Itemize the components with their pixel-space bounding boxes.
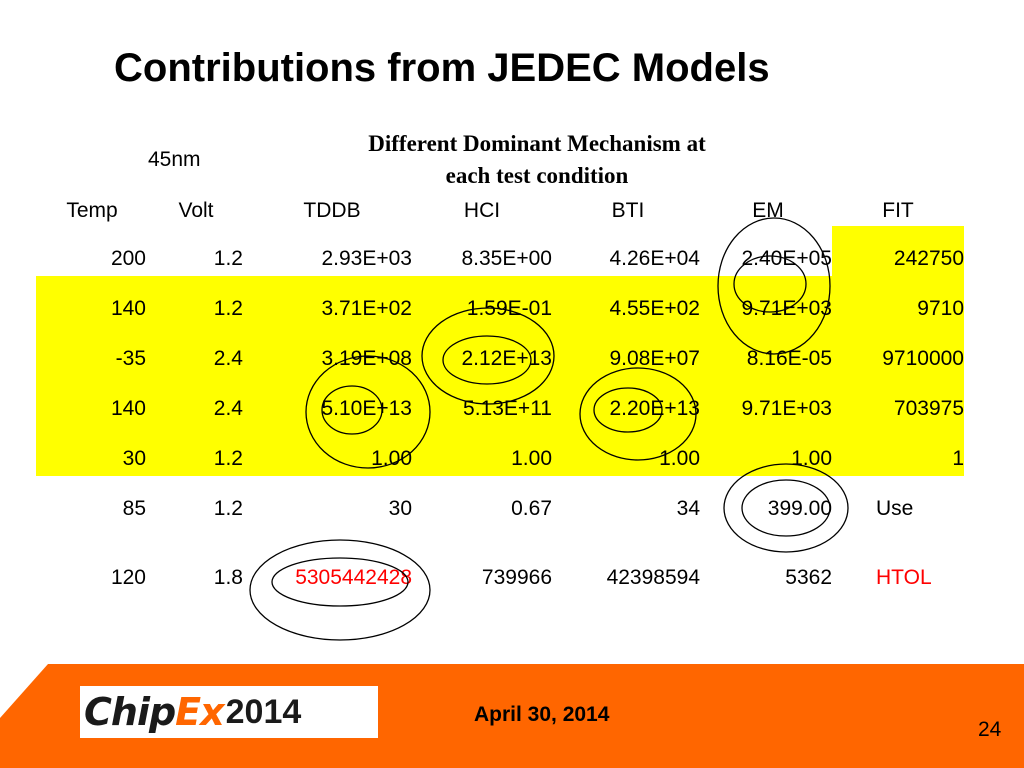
header-temp: Temp xyxy=(66,199,118,222)
circle-hci-outer xyxy=(421,307,555,405)
logo-chip-text: Chip xyxy=(84,690,176,734)
cell-volt: 2.4 xyxy=(213,347,243,370)
cell-tddb: 3.71E+02 xyxy=(321,297,412,320)
cell-em: 9.71E+03 xyxy=(741,397,832,420)
header-hci: HCI xyxy=(463,199,501,222)
header-bti: BTI xyxy=(611,199,645,222)
circle-htol-tddb-inner xyxy=(271,557,409,607)
cell-bti: 34 xyxy=(676,497,700,520)
cell-volt: 1.2 xyxy=(213,497,243,520)
cell-temp: 140 xyxy=(110,297,146,320)
footer-date: April 30, 2014 xyxy=(474,703,610,726)
page-number: 24 xyxy=(978,718,1002,741)
cell-tddb: 2.93E+03 xyxy=(321,247,412,270)
cell-volt: 1.2 xyxy=(213,297,243,320)
cell-hci: 8.35E+00 xyxy=(461,247,552,270)
highlight-fit-200 xyxy=(832,226,964,276)
cell-em: 5362 xyxy=(785,566,832,589)
circle-em-outer xyxy=(717,217,831,355)
cell-fit: 242750 xyxy=(893,247,964,270)
cell-tddb: 3.19E+08 xyxy=(321,347,412,370)
slide-title: Contributions from JEDEC Models xyxy=(114,46,770,90)
cell-fit: 9710 xyxy=(917,297,964,320)
cell-em: 399.00 xyxy=(767,497,832,520)
mechanism-note: Different Dominant Mechanism at each tes… xyxy=(300,128,774,192)
circle-use-em-inner xyxy=(741,479,831,537)
circle-bti-outer xyxy=(579,367,697,461)
cell-hci: 5.13E+11 xyxy=(463,397,552,420)
cell-temp: 85 xyxy=(122,497,146,520)
cell-temp: 120 xyxy=(110,566,146,589)
header-volt: Volt xyxy=(178,199,214,222)
cell-volt: 1.8 xyxy=(213,566,243,589)
cell-bti: 4.55E+02 xyxy=(609,297,700,320)
cell-tddb: 1.00 xyxy=(371,447,412,470)
cell-tddb: 30 xyxy=(388,497,412,520)
cell-hci: 739966 xyxy=(481,566,552,589)
footer-corner xyxy=(0,664,48,718)
mechanism-note-line1: Different Dominant Mechanism at xyxy=(368,131,706,156)
cell-tddb: 5305442428 xyxy=(295,566,412,589)
cell-temp: -35 xyxy=(115,347,146,370)
circle-em-inner xyxy=(733,255,807,313)
cell-fit: 703975 xyxy=(893,397,964,420)
node-label: 45nm xyxy=(148,148,201,171)
cell-fit: 9710000 xyxy=(882,347,964,370)
mechanism-note-line2: each test condition xyxy=(445,163,629,188)
cell-hci: 1.00 xyxy=(511,447,552,470)
cell-fit: Use xyxy=(876,497,914,520)
cell-em: 1.00 xyxy=(791,447,832,470)
cell-tddb: 5.10E+13 xyxy=(321,397,412,420)
cell-hci: 0.67 xyxy=(511,497,552,520)
cell-temp: 140 xyxy=(110,397,146,420)
cell-volt: 2.4 xyxy=(213,397,243,420)
cell-hci: 1.59E-01 xyxy=(466,297,552,320)
logo-year-text: 2014 xyxy=(225,692,302,731)
circle-tddb-outer xyxy=(305,355,431,469)
logo-ex-text: Ex xyxy=(175,690,224,734)
circle-hci-inner xyxy=(442,335,532,385)
header-em: EM xyxy=(752,199,784,222)
circle-use-em-outer xyxy=(723,463,849,553)
header-fit: FIT xyxy=(882,199,914,222)
cell-volt: 1.2 xyxy=(213,247,243,270)
cell-bti: 9.08E+07 xyxy=(609,347,700,370)
circle-tddb-inner xyxy=(321,385,383,435)
cell-temp: 200 xyxy=(110,247,146,270)
circle-htol-tddb-outer xyxy=(249,539,431,641)
cell-bti: 42398594 xyxy=(606,566,700,589)
chipex-logo: Chip Ex 2014 xyxy=(80,686,378,738)
cell-temp: 30 xyxy=(122,447,146,470)
header-tddb: TDDB xyxy=(303,199,361,222)
cell-em: 8.16E-05 xyxy=(746,347,832,370)
cell-fit: HTOL xyxy=(876,566,932,589)
circle-bti-inner xyxy=(593,387,663,433)
cell-bti: 4.26E+04 xyxy=(609,247,700,270)
cell-bti: 2.20E+13 xyxy=(609,397,700,420)
cell-volt: 1.2 xyxy=(213,447,243,470)
cell-fit: 1 xyxy=(952,447,964,470)
